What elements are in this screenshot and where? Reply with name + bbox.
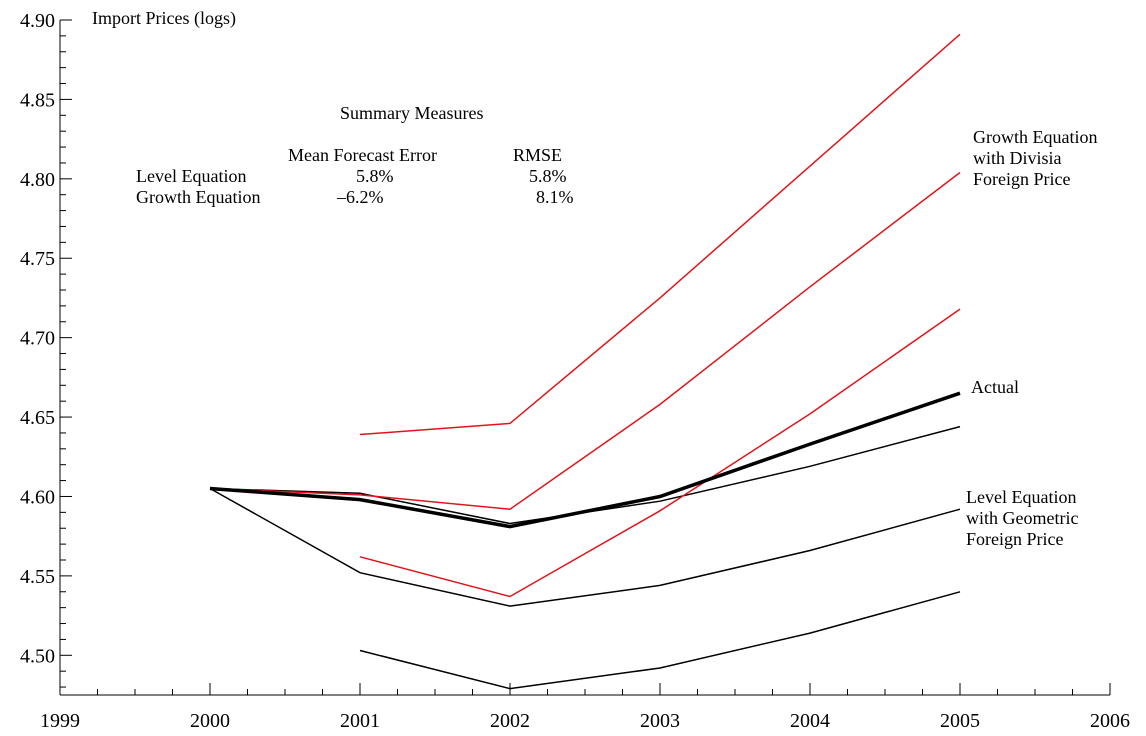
y-tick-label: 4.65 xyxy=(20,407,55,429)
growth-series-line-5 xyxy=(209,171,961,510)
summary-row2-rmse: 8.1% xyxy=(536,187,574,207)
y-tick-label: 4.70 xyxy=(20,328,55,350)
series-layer xyxy=(209,33,961,690)
y-tick-label: 4.80 xyxy=(20,169,55,191)
growth-label-line1: Growth Equation xyxy=(973,127,1097,147)
level-label-line1: Level Equation xyxy=(966,487,1076,507)
annotations: Import Prices (logs) Summary Measures Me… xyxy=(92,8,1097,549)
level-series-line-1 xyxy=(209,425,961,525)
actual-series-line-0 xyxy=(209,391,961,529)
growth-series-line-4 xyxy=(359,33,961,436)
x-tick-label: 1999 xyxy=(40,710,80,732)
actual-label: Actual xyxy=(971,377,1019,397)
x-tick-label: 2004 xyxy=(790,710,830,732)
y-tick-label: 4.55 xyxy=(20,566,55,588)
summary-col-mfe: Mean Forecast Error xyxy=(288,145,437,165)
level-label-line3: Foreign Price xyxy=(966,529,1063,549)
y-tick-label: 4.60 xyxy=(20,486,55,508)
summary-row1-rmse: 5.8% xyxy=(529,166,567,186)
growth-label-line3: Foreign Price xyxy=(973,169,1070,189)
level-series-line-2 xyxy=(209,487,961,607)
growth-label-line2: with Divisia xyxy=(973,148,1062,168)
x-tick-label: 2005 xyxy=(940,710,980,732)
summary-col-rmse: RMSE xyxy=(513,145,562,165)
x-tick-label: 2001 xyxy=(340,710,380,732)
x-tick-label: 2003 xyxy=(640,710,680,732)
summary-row2-label: Growth Equation xyxy=(136,187,260,207)
x-tick-label: 2002 xyxy=(490,710,530,732)
growth-series-line-6 xyxy=(359,308,961,598)
y-tick-label: 4.90 xyxy=(20,10,55,32)
level-label-line2: with Geometric xyxy=(966,508,1078,528)
summary-row2-mfe: –6.2% xyxy=(336,187,384,207)
y-tick-label: 4.75 xyxy=(20,248,55,270)
x-tick-label: 2000 xyxy=(190,710,230,732)
x-tick-label: 2006 xyxy=(1090,710,1130,732)
ylabel-inside: Import Prices (logs) xyxy=(92,8,236,29)
y-tick-label: 4.85 xyxy=(20,89,55,111)
axes: 1999 2000 2001 2002 2003 2004 2005 2006 4.50 4.55… xyxy=(20,10,1130,732)
y-tick-label: 4.50 xyxy=(20,645,55,667)
summary-row1-mfe: 5.8% xyxy=(356,166,394,186)
level-series-line-3 xyxy=(359,591,961,690)
summary-row1-label: Level Equation xyxy=(136,166,246,186)
summary-title: Summary Measures xyxy=(340,103,483,123)
